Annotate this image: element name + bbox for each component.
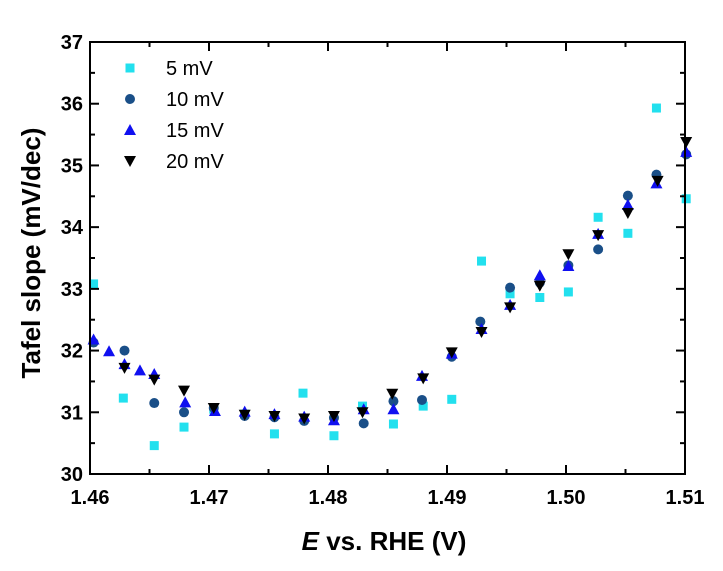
data-point: [533, 269, 546, 281]
data-point: [562, 260, 575, 272]
y-tick-label: 37: [61, 32, 83, 54]
data-point: [680, 145, 693, 157]
y-tick-label: 36: [61, 94, 83, 116]
y-tick-label: 30: [61, 464, 83, 486]
data-point: [133, 364, 146, 376]
data-point: [298, 413, 311, 425]
y-tick-label: 35: [61, 155, 83, 177]
data-point: [103, 345, 116, 357]
data-point: [386, 388, 399, 400]
data-point: [475, 316, 486, 327]
data-point: [119, 345, 130, 356]
data-point: [417, 373, 430, 385]
data-point: [447, 394, 457, 404]
legend-item: 5 mV: [125, 58, 213, 80]
data-point: [388, 419, 398, 429]
data-point: [179, 407, 190, 418]
data-point: [149, 441, 159, 451]
data-point: [329, 431, 339, 441]
legend-marker: [125, 63, 135, 73]
data-point: [388, 396, 399, 407]
data-point: [179, 422, 189, 432]
data-point: [651, 103, 661, 113]
x-tick-label: 1.49: [428, 487, 467, 509]
data-point: [535, 292, 545, 302]
legend-item: 20 mV: [124, 151, 224, 173]
legend-label: 5 mV: [166, 58, 213, 80]
data-point: [505, 282, 516, 293]
data-point: [269, 429, 279, 439]
y-tick-label: 32: [61, 341, 83, 363]
data-point: [563, 287, 573, 297]
x-axis-title-units: vs. RHE (V): [319, 526, 466, 556]
y-tick-label: 34: [61, 217, 84, 239]
data-point: [178, 385, 191, 397]
data-point: [505, 289, 515, 299]
data-point: [562, 249, 575, 261]
legend-item: 10 mV: [125, 89, 224, 111]
legend-label: 15 mV: [166, 120, 224, 142]
data-point: [477, 256, 487, 266]
data-point: [533, 280, 546, 292]
data-point: [268, 410, 281, 422]
data-point: [207, 402, 220, 414]
x-tick-label: 1.47: [190, 487, 229, 509]
x-axis-title-variable: E: [302, 526, 320, 556]
data-point: [621, 207, 634, 219]
data-point: [504, 302, 517, 314]
legend-marker: [124, 124, 136, 135]
data-point: [593, 212, 603, 222]
data-point: [651, 175, 664, 187]
data-point: [358, 418, 369, 429]
data-point: [89, 279, 99, 289]
legend-item: 15 mV: [124, 120, 224, 142]
data-point: [475, 327, 488, 339]
y-tick-label: 33: [61, 279, 83, 301]
data-point: [418, 401, 428, 411]
series-20-mv: [118, 136, 693, 425]
data-point: [445, 347, 458, 359]
data-point: [148, 374, 161, 386]
data-point: [417, 394, 428, 405]
data-point: [179, 396, 192, 408]
data-point: [149, 398, 160, 409]
x-tick-label: 1.46: [71, 487, 110, 509]
data-point: [680, 136, 693, 148]
legend-label: 10 mV: [166, 89, 224, 111]
data-point: [621, 198, 634, 210]
data-point: [387, 403, 400, 415]
x-axis-title: E vs. RHE (V): [302, 526, 467, 556]
data-point: [327, 410, 340, 422]
x-tick-label: 1.51: [666, 487, 705, 509]
data-point: [118, 362, 131, 374]
data-point: [681, 194, 691, 204]
legend-label: 20 mV: [166, 151, 224, 173]
legend: 5 mV 10 mV 15 mV 20 mV: [124, 58, 224, 173]
x-tick-label: 1.50: [547, 487, 586, 509]
y-tick-label: 31: [61, 402, 83, 424]
data-point: [298, 388, 308, 398]
y-axis-title: Tafel slope (mV/dec): [16, 128, 46, 379]
data-point: [118, 393, 128, 403]
x-tick-label: 1.48: [309, 487, 348, 509]
legend-marker: [124, 156, 136, 167]
legend-marker: [125, 94, 135, 104]
plot-area: [87, 103, 693, 451]
data-point: [592, 230, 605, 242]
data-point: [356, 407, 369, 419]
axes: 1.46 1.47 1.48 1.49 1.50 1.51 30 31 32 33 34 35 36 37: [61, 32, 705, 509]
data-point: [593, 244, 604, 255]
data-point: [623, 228, 633, 238]
data-point: [238, 409, 251, 421]
data-point: [622, 190, 633, 201]
